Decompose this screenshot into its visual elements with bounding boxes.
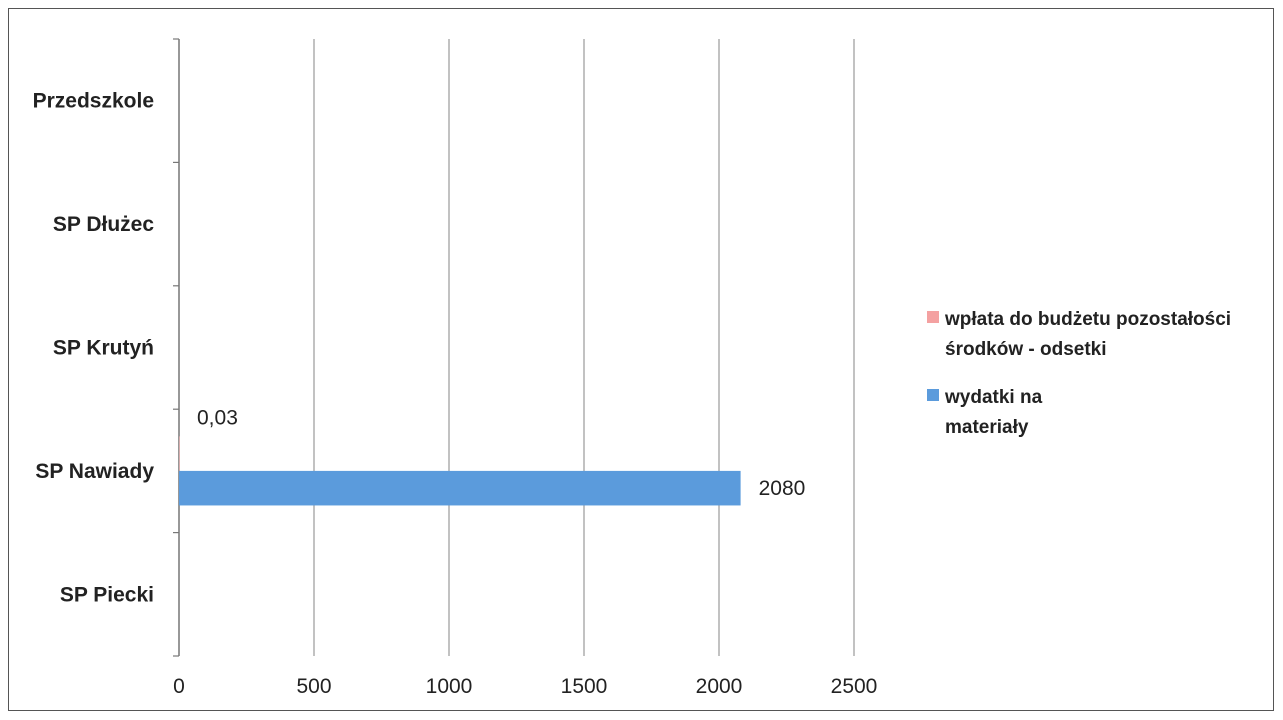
legend-swatch-materialy: [927, 389, 939, 401]
chart-frame: Przedszkole SP Dłużec SP Krutyń SP Nawiady S…: [8, 8, 1274, 711]
category-label: Przedszkole: [33, 90, 154, 113]
gridlines: [313, 39, 855, 656]
category-labels: Przedszkole SP Dłużec SP Krutyń SP Nawiady S…: [33, 90, 155, 607]
x-tick-labels: 0 500 1000 1500 2000 2500: [173, 675, 877, 698]
category-axis: [173, 38, 180, 657]
category-label: SP Dłużec: [53, 213, 154, 236]
legend: wpłata do budżetu pozostałości środków -…: [927, 305, 1267, 461]
bar: [179, 470, 741, 506]
x-tick-label: 500: [296, 675, 331, 698]
category-label: SP Krutyń: [53, 337, 154, 360]
bar: [179, 436, 180, 471]
x-tick-label: 2500: [831, 675, 878, 698]
data-label: 0,03: [197, 406, 238, 429]
legend-item-materialy: wydatki na materiały: [927, 383, 1267, 443]
x-tick-label: 0: [173, 675, 185, 698]
x-tick-label: 1000: [426, 675, 473, 698]
data-labels: 0,03 2080: [197, 406, 805, 500]
legend-item-odsetki: wpłata do budżetu pozostałości środków -…: [927, 305, 1267, 365]
x-tick-label: 1500: [561, 675, 608, 698]
legend-swatch-odsetki: [927, 311, 939, 323]
bar-chart: Przedszkole SP Dłużec SP Krutyń SP Nawiady S…: [33, 38, 877, 698]
category-label: SP Nawiady: [35, 460, 154, 483]
legend-label-materialy: wydatki na materiały: [945, 387, 1043, 438]
data-label: 2080: [759, 477, 806, 500]
x-tick-label: 2000: [696, 675, 743, 698]
category-label: SP Piecki: [60, 583, 154, 606]
bars: [179, 436, 741, 506]
legend-label-odsetki: wpłata do budżetu pozostałości środków -…: [945, 309, 1232, 360]
